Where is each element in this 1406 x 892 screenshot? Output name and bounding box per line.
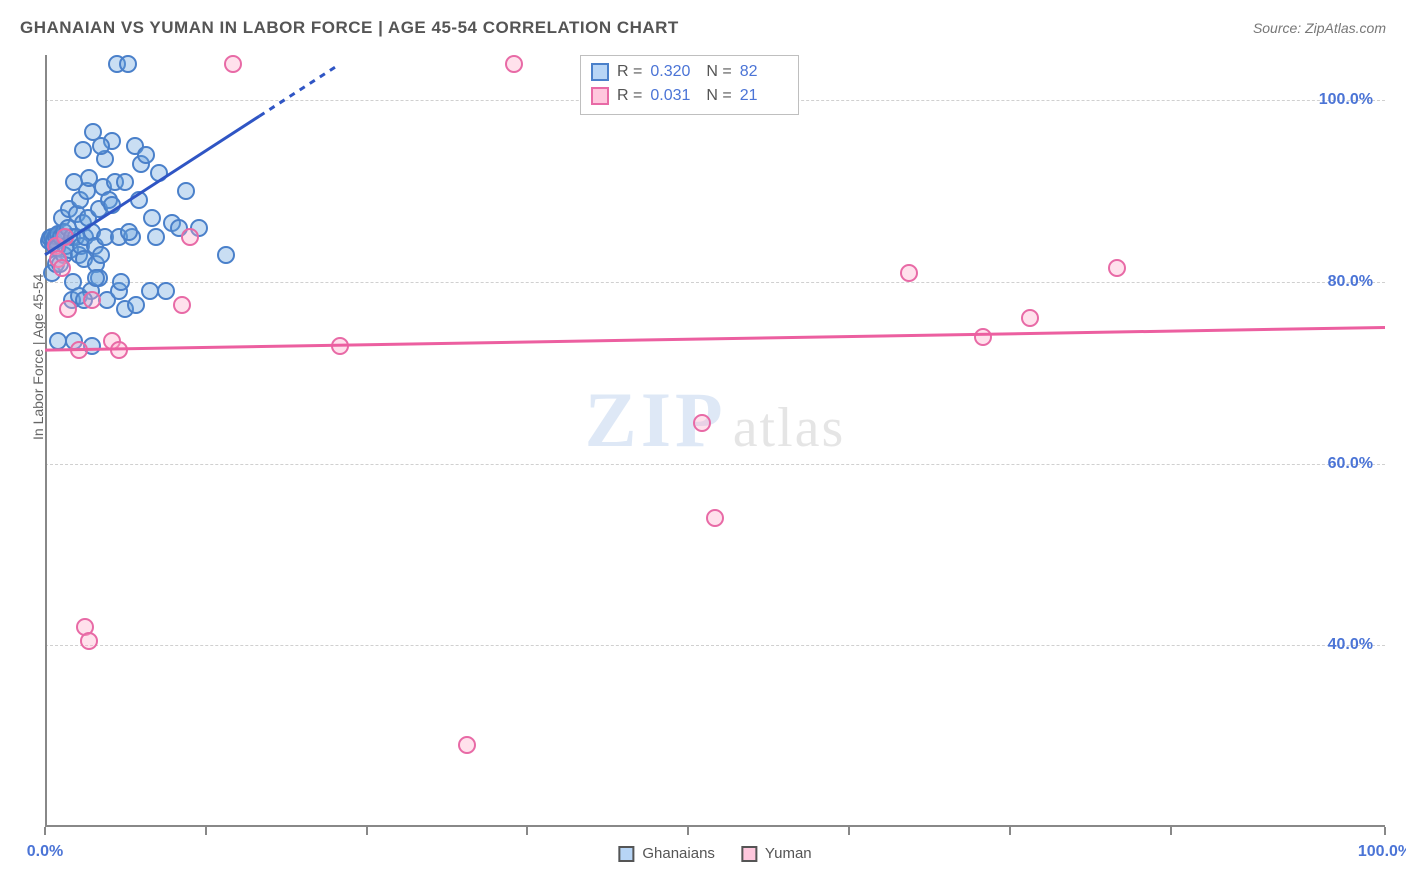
x-tick (44, 827, 46, 835)
r-value: 0.031 (650, 84, 698, 108)
x-tick (1384, 827, 1386, 835)
legend-item-yuman: Yuman (741, 845, 812, 862)
trend-lines (45, 55, 1385, 827)
r-label: R = (617, 84, 642, 108)
x-tick (526, 827, 528, 835)
x-tick (1009, 827, 1011, 835)
y-tick-label: 60.0% (1328, 455, 1373, 473)
legend-stats-box: R = 0.320 N = 82 R = 0.031 N = 21 (580, 55, 799, 115)
x-tick (687, 827, 689, 835)
legend-swatch-blue-small (618, 846, 634, 862)
x-tick (366, 827, 368, 835)
legend-swatch-pink-small (741, 846, 757, 862)
n-value: 21 (740, 84, 788, 108)
x-tick (848, 827, 850, 835)
source-credit: Source: ZipAtlas.com (1253, 20, 1386, 36)
title-row: GHANAIAN VS YUMAN IN LABOR FORCE | AGE 4… (20, 18, 1386, 38)
n-value: 82 (740, 60, 788, 84)
x-tick-label: 100.0% (1358, 843, 1406, 861)
chart-container: GHANAIAN VS YUMAN IN LABOR FORCE | AGE 4… (0, 0, 1406, 892)
trendline-dashed (259, 64, 339, 116)
y-tick-label: 100.0% (1319, 91, 1373, 109)
legend-swatch-blue (591, 63, 609, 81)
y-axis-title: In Labor Force | Age 45-54 (30, 274, 46, 440)
x-tick (1170, 827, 1172, 835)
plot-area: ZIP atlas 0.0%100.0% R = 0.320 N = 82 R (45, 55, 1385, 827)
x-tick (205, 827, 207, 835)
trendline-solid (45, 116, 259, 255)
trendline (45, 327, 1385, 350)
legend-row-ghanaians: R = 0.320 N = 82 (591, 60, 788, 84)
x-tick-label: 0.0% (27, 843, 63, 861)
legend-row-yuman: R = 0.031 N = 21 (591, 84, 788, 108)
r-label: R = (617, 60, 642, 84)
n-label: N = (706, 84, 731, 108)
legend-label: Yuman (765, 845, 812, 862)
r-value: 0.320 (650, 60, 698, 84)
legend-swatch-pink (591, 87, 609, 105)
chart-title: GHANAIAN VS YUMAN IN LABOR FORCE | AGE 4… (20, 18, 679, 38)
legend-bottom: Ghanaians Yuman (618, 845, 811, 862)
y-tick-label: 40.0% (1328, 636, 1373, 654)
n-label: N = (706, 60, 731, 84)
y-tick-label: 80.0% (1328, 273, 1373, 291)
legend-item-ghanaians: Ghanaians (618, 845, 715, 862)
legend-label: Ghanaians (642, 845, 715, 862)
